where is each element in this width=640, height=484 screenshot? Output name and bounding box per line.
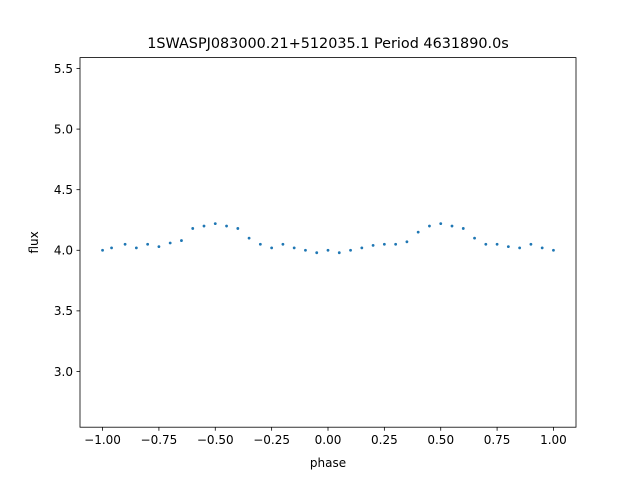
- data-point: [540, 246, 544, 250]
- data-point: [360, 246, 364, 250]
- data-point: [146, 242, 150, 246]
- data-point: [123, 242, 127, 246]
- x-tick-label: 0.50: [427, 433, 454, 447]
- y-tick-label: 5.0: [54, 122, 73, 136]
- data-point: [552, 248, 555, 252]
- data-point: [101, 248, 104, 252]
- y-tick-label: 3.5: [54, 304, 73, 318]
- data-point: [405, 240, 409, 244]
- x-tick-label: 0.75: [484, 433, 511, 447]
- y-tick-label: 3.0: [54, 365, 73, 379]
- data-point: [292, 246, 296, 250]
- x-tick-label: 0.25: [371, 433, 398, 447]
- data-point: [506, 245, 510, 249]
- data-point: [191, 227, 195, 230]
- data-point: [304, 248, 307, 252]
- data-points: [101, 222, 555, 255]
- data-point: [258, 242, 262, 246]
- data-point: [134, 246, 138, 250]
- data-point: [168, 241, 172, 245]
- data-point: [484, 242, 488, 246]
- data-point: [382, 242, 386, 246]
- x-tick-label: −0.25: [253, 433, 290, 447]
- data-point: [349, 248, 352, 252]
- data-point: [315, 251, 319, 255]
- data-point: [428, 224, 431, 228]
- data-point: [270, 246, 274, 250]
- data-point: [371, 244, 375, 247]
- data-point: [180, 239, 183, 242]
- x-tick-label: 0.00: [315, 433, 342, 447]
- data-point: [394, 242, 398, 246]
- data-point: [236, 227, 240, 230]
- y-tick-label: 4.5: [54, 183, 73, 197]
- x-tick-label: 1.00: [540, 433, 567, 447]
- data-point: [473, 236, 476, 240]
- data-point: [110, 246, 113, 250]
- data-point: [213, 222, 217, 226]
- data-point: [439, 222, 443, 226]
- y-axis-ticks: 3.0 3.5 4.0 4.5 5.0 5.5: [54, 62, 80, 379]
- y-tick-label: 4.0: [54, 244, 73, 258]
- data-point: [416, 230, 420, 234]
- y-tick-label: 5.5: [54, 62, 73, 76]
- data-point: [461, 227, 465, 230]
- chart-title: 1SWASPJ083000.21+512035.1 Period 4631890…: [147, 36, 509, 52]
- data-point: [337, 251, 341, 255]
- x-axis-ticks: −1.00 −0.75 −0.50 −0.25 0.00 0.25 0.50 0.75 1.00: [84, 427, 567, 447]
- x-axis-label: phase: [310, 456, 346, 470]
- data-point: [518, 246, 522, 250]
- data-point: [247, 236, 251, 240]
- x-tick-label: −1.00: [84, 433, 121, 447]
- x-tick-label: −0.50: [197, 433, 234, 447]
- y-axis-label: flux: [27, 231, 41, 253]
- data-point: [202, 224, 206, 228]
- data-point: [157, 245, 161, 249]
- x-tick-label: −0.75: [141, 433, 178, 447]
- data-point: [326, 248, 330, 252]
- data-point: [281, 242, 285, 246]
- data-point: [529, 242, 533, 246]
- data-point: [450, 224, 454, 228]
- data-point: [225, 224, 228, 228]
- data-point: [495, 242, 499, 246]
